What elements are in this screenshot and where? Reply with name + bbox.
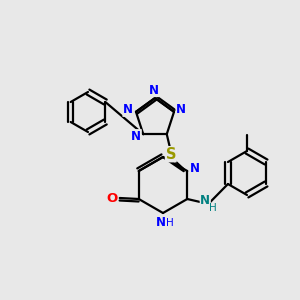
Text: N: N bbox=[131, 130, 141, 143]
Text: N: N bbox=[190, 163, 200, 176]
Text: N: N bbox=[149, 83, 159, 97]
Text: S: S bbox=[166, 147, 176, 162]
Text: H: H bbox=[166, 218, 174, 228]
Text: H: H bbox=[209, 203, 217, 213]
Text: O: O bbox=[106, 191, 117, 205]
Text: N: N bbox=[200, 194, 210, 206]
Text: N: N bbox=[156, 217, 166, 230]
Text: N: N bbox=[123, 103, 133, 116]
Text: N: N bbox=[176, 103, 186, 116]
